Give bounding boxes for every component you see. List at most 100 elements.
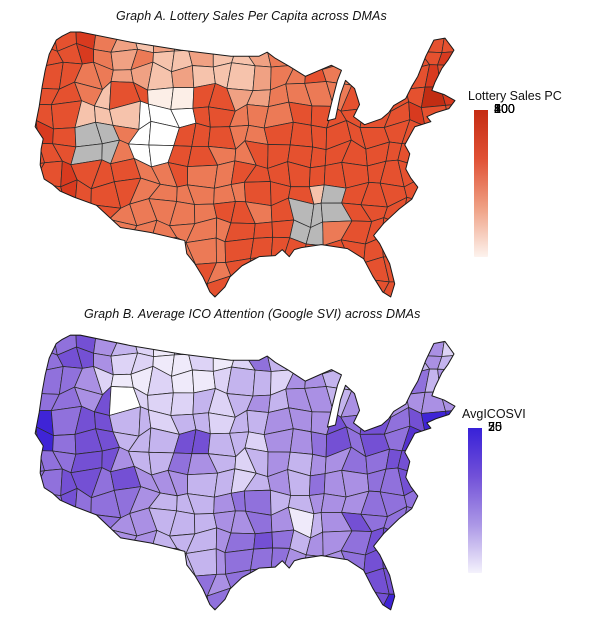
dma-region <box>59 217 82 241</box>
legend-tick-label: 75 <box>488 420 502 434</box>
dma-region <box>439 548 455 572</box>
legend-tick-label: 50 <box>494 102 508 116</box>
dma-region <box>445 408 455 434</box>
dma-region <box>401 532 429 558</box>
dma-region <box>381 527 405 549</box>
dma-region <box>35 468 63 496</box>
dma-region <box>35 216 63 241</box>
dma-region <box>342 335 368 357</box>
dma-region <box>0 349 19 376</box>
dma-region <box>6 428 22 451</box>
dma-region <box>439 162 455 190</box>
dma-region <box>0 388 25 416</box>
dma-region <box>401 221 429 247</box>
graph-b-title: Graph B. Average ICO Attention (Google S… <box>84 307 421 321</box>
dma-region <box>381 349 409 375</box>
dma-region <box>167 260 197 285</box>
dma-region <box>72 280 94 297</box>
dma-region <box>367 349 386 370</box>
dma-region <box>339 279 370 297</box>
dma-region <box>35 387 39 414</box>
dma-region <box>426 532 441 558</box>
dma-region <box>270 567 293 598</box>
dma-region <box>303 256 326 277</box>
dma-region <box>362 390 392 418</box>
dma-region <box>92 589 120 610</box>
dma-region <box>0 333 25 351</box>
dma-region <box>420 486 447 512</box>
dma-region <box>35 160 63 188</box>
dma-region <box>0 199 22 220</box>
dma-region <box>444 120 455 142</box>
dma-region <box>170 392 195 416</box>
dma-region <box>170 87 195 110</box>
dma-region <box>35 277 39 297</box>
dma-region <box>264 280 295 297</box>
dma-region <box>35 32 42 46</box>
dma-region <box>116 277 141 297</box>
dma-region <box>111 549 130 574</box>
dma-region <box>339 591 370 610</box>
dma-region <box>329 32 347 46</box>
dma-region <box>0 30 25 47</box>
dma-region <box>111 238 130 262</box>
dma-region <box>187 164 218 189</box>
dma-region <box>281 256 308 286</box>
dma-region <box>367 46 386 66</box>
dma-region <box>0 83 25 110</box>
dma-region <box>420 86 446 108</box>
dma-region <box>436 220 455 242</box>
dma-region <box>22 181 33 199</box>
dma-region <box>0 181 22 201</box>
legend-tick-label: 20 <box>494 102 508 116</box>
dma-region <box>385 335 408 355</box>
legend-tick-label: 100 <box>494 102 515 116</box>
dma-region <box>404 281 422 297</box>
dma-region <box>0 284 16 299</box>
dma-region <box>404 547 429 577</box>
dma-region <box>253 221 274 239</box>
dma-region <box>91 528 113 551</box>
dma-region <box>250 236 274 259</box>
dma-region <box>404 256 422 285</box>
dma-region <box>35 274 55 297</box>
dma-region <box>0 548 24 572</box>
dma-region <box>0 596 16 612</box>
dma-region <box>152 572 174 598</box>
dma-region <box>89 256 120 287</box>
dma-region <box>418 259 445 285</box>
dma-region <box>321 44 349 70</box>
dma-region <box>291 587 309 610</box>
dma-region <box>0 217 24 242</box>
dma-region <box>324 256 349 286</box>
dma-region <box>52 238 75 264</box>
dma-region <box>0 527 24 553</box>
dma-region <box>0 237 24 260</box>
dma-region <box>247 592 276 608</box>
dma-region <box>185 237 217 265</box>
dma-region <box>308 473 326 496</box>
dma-region <box>35 82 39 108</box>
dma-region <box>71 546 92 575</box>
dma-region <box>0 569 23 597</box>
legend-b: AvgICOSVI 75 50 25 <box>462 407 592 587</box>
dma-region <box>71 571 94 599</box>
dma-region <box>35 66 42 89</box>
dma-region <box>35 216 44 243</box>
dma-region <box>230 275 249 297</box>
map-b-choropleth <box>0 333 456 612</box>
dma-region <box>59 527 82 551</box>
dma-region <box>116 589 141 610</box>
dma-region <box>0 489 22 510</box>
dma-region <box>439 238 455 260</box>
dma-region <box>92 277 120 297</box>
dma-region <box>131 591 159 610</box>
dma-region <box>416 448 446 478</box>
dma-region <box>379 368 409 395</box>
dma-region <box>225 258 251 286</box>
dma-region <box>441 447 455 478</box>
dma-region <box>35 587 55 610</box>
dma-region <box>381 46 409 71</box>
dma-region <box>359 32 391 53</box>
dma-region <box>2 413 24 435</box>
